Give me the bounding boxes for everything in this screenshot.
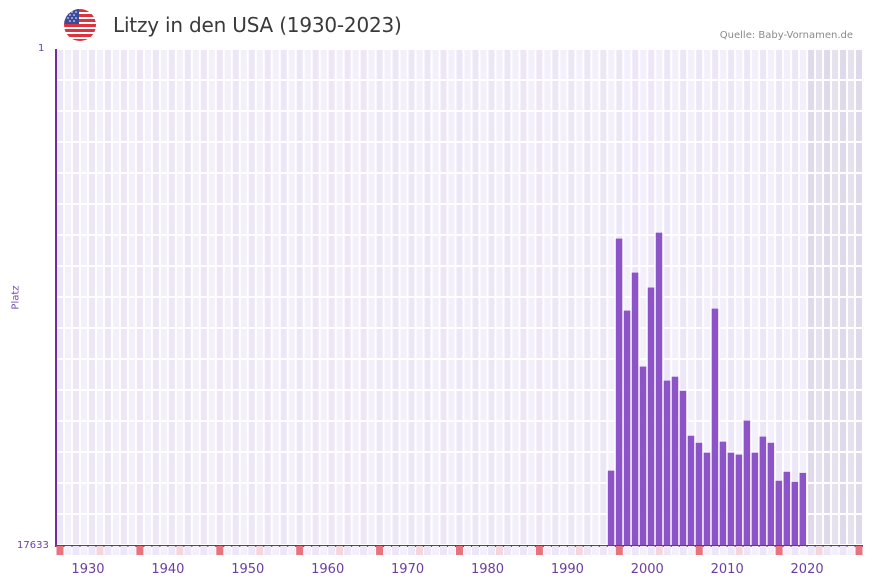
chart-grid-and-bars [57,50,862,545]
bar-2006[interactable] [679,390,687,545]
bar-2008[interactable] [695,442,703,545]
bar-2019[interactable] [783,471,791,545]
x-tick-1980: 1980 [470,562,505,577]
x-tick-2010: 2010 [710,562,744,577]
us-flag-icon [64,9,96,41]
bar-2003[interactable] [655,232,663,545]
y-axis-bottom-label: 17633 [17,540,49,551]
bar-2000[interactable] [631,272,639,545]
x-tick-1960: 1960 [311,562,345,577]
x-tick-1990: 1990 [550,562,584,577]
source-credit: Quelle: Baby-Vornamen.de [719,30,853,41]
y-axis-title: Platz [10,285,22,310]
x-tick-2020: 2020 [790,562,824,577]
x-tick-2000: 2000 [630,562,664,577]
y-axis-top-label: 1 [38,43,45,54]
plot-area [56,49,863,545]
bar-2017[interactable] [767,442,775,545]
bar-1999[interactable] [623,310,631,545]
bar-2021[interactable] [799,472,807,545]
bar-2018[interactable] [775,480,783,545]
bar-2001[interactable] [639,366,647,545]
bar-1997[interactable] [607,470,615,545]
x-axis-ticks: 1930 1940 1950 1960 1970 1980 1990 2000 2010 2020 [0,562,873,582]
x-tick-1930: 1930 [71,562,105,577]
x-tick-1970: 1970 [391,562,425,577]
bar-2011[interactable] [719,441,727,545]
x-tick-1950: 1950 [231,562,265,577]
bar-2014[interactable] [743,420,751,545]
bar-1998[interactable] [615,238,623,545]
x-tick-1940: 1940 [151,562,185,577]
y-axis-line [55,49,57,546]
bar-2010[interactable] [711,308,719,545]
x-axis-line [55,545,863,547]
decade-marker-strip [56,546,863,555]
bar-2013[interactable] [735,454,743,545]
bar-2007[interactable] [687,435,695,545]
bar-2004[interactable] [663,380,671,545]
bar-2016[interactable] [759,436,767,545]
bar-2002[interactable] [647,287,655,545]
bar-2009[interactable] [703,452,711,545]
bar-2020[interactable] [791,481,799,545]
bar-2012[interactable] [727,452,735,545]
chart-title: Litzy in den USA (1930-2023) [113,13,402,37]
bar-2015[interactable] [751,452,759,545]
bar-2005[interactable] [671,376,679,545]
